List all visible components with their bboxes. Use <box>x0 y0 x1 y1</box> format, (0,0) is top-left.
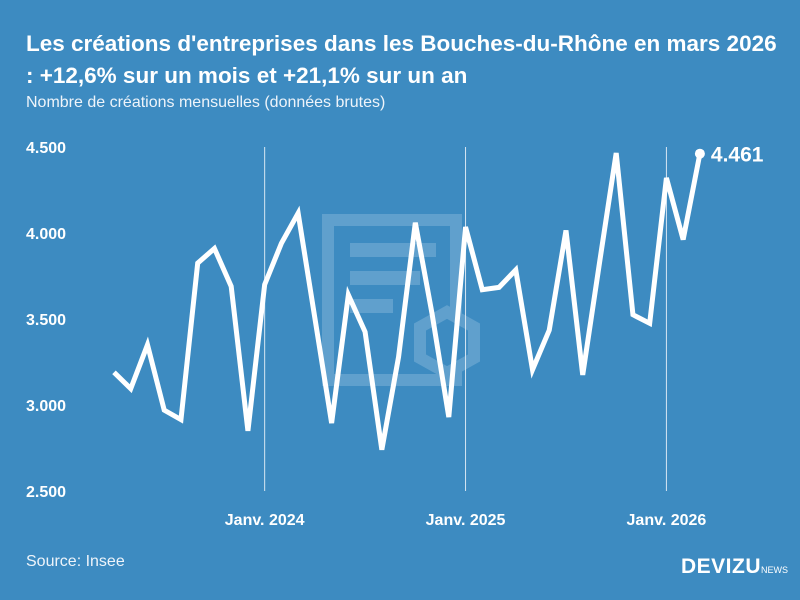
x-tick-label: Janv. 2025 <box>426 512 506 529</box>
logo-suffix: NEWS <box>761 565 788 575</box>
source-note: Source: Insee <box>26 553 125 570</box>
last-point-marker <box>694 148 705 159</box>
y-tick-label: 2.500 <box>26 484 66 501</box>
brand-logo: DEVIZUNEWS <box>681 555 788 579</box>
y-tick-label: 4.500 <box>26 140 66 157</box>
y-tick-label: 4.000 <box>26 226 66 243</box>
x-tick-label: Janv. 2024 <box>225 512 305 529</box>
y-tick-label: 3.000 <box>26 398 66 415</box>
y-tick-label: 3.500 <box>26 312 66 329</box>
series-line <box>112 152 703 451</box>
chart-subtitle: Nombre de créations mensuelles (données … <box>26 94 386 111</box>
logo-main: DEVIZU <box>680 555 761 578</box>
chart-title: Les créations d'entreprises dans les Bou… <box>26 31 777 88</box>
last-value-label: 4.461 <box>711 144 764 167</box>
x-tick-label: Janv. 2026 <box>627 512 707 529</box>
